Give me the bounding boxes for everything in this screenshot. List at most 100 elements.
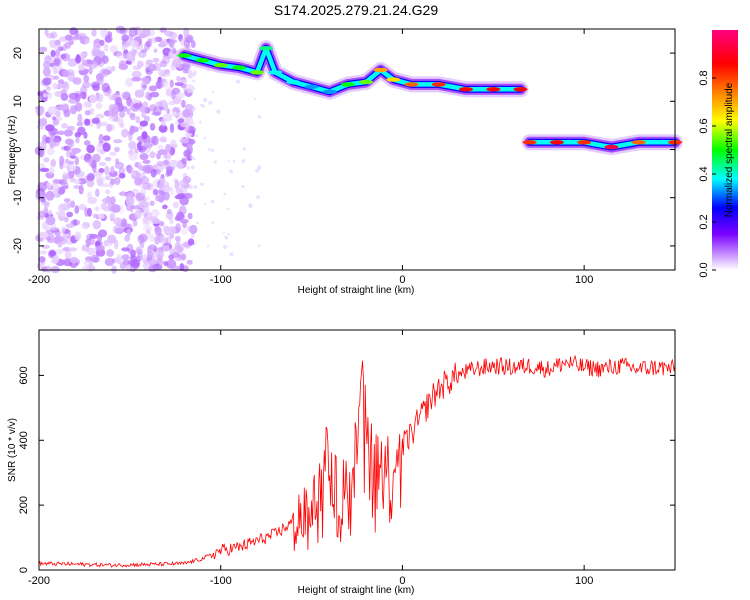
noise-blob [254,97,256,100]
noise-blob [66,144,73,151]
noise-blob [113,51,123,57]
noise-blob [59,155,65,166]
noise-blob [154,235,161,245]
x-tick-label: -100 [210,575,232,587]
noise-blob [74,231,82,241]
noise-blob [179,180,187,188]
noise-blob [177,118,185,124]
noise-blob [78,204,87,211]
noise-blob [171,111,178,116]
noise-blob [50,159,56,168]
noise-blob [46,226,56,232]
noise-blob [144,141,150,148]
noise-blob [69,200,76,208]
noise-blob [61,226,66,233]
x-tick-label: -200 [28,274,50,286]
noise-blob [66,125,75,131]
noise-blob [158,124,168,133]
noise-blob [38,256,46,263]
noise-blob [192,122,195,125]
colorbar-label: Normalized spectral amplitude [724,82,735,217]
noise-blob [54,235,65,243]
noise-blob [62,185,69,190]
noise-blob [257,165,262,170]
noise-blob [92,84,100,92]
noise-blob [49,62,55,67]
noise-blob [37,182,47,192]
noise-blob [126,108,131,115]
noise-blob [174,82,184,87]
noise-blob [83,140,91,146]
noise-blob [84,207,89,218]
noise-blob [149,91,160,98]
y-tick-label: 400 [18,431,30,449]
colorbar-tick-label: 0.4 [698,166,710,181]
noise-blob [79,91,87,99]
noise-blob [140,48,148,53]
y-tick-label: 20 [12,47,24,59]
noise-blob [172,201,179,209]
noise-blob [115,96,122,106]
noise-blob [57,130,66,135]
noise-blob [148,85,158,92]
ridge-point [522,140,537,145]
noise-blob [53,187,58,197]
noise-blob [109,212,116,220]
noise-blob [96,177,104,187]
noise-blob [98,162,107,166]
noise-blob [135,115,141,124]
noise-blob [140,81,147,92]
noise-blob [108,111,113,122]
noise-blob [131,188,139,194]
noise-blob [121,34,129,42]
noise-blob [162,186,172,193]
noise-blob [143,115,150,123]
noise-blob [198,120,202,124]
noise-blob [227,233,230,236]
noise-blob [75,136,80,144]
noise-blob [102,142,111,152]
noise-blob [81,266,92,271]
noise-blob [53,179,64,184]
noise-blob [84,118,91,126]
noise-blob [60,103,70,111]
signal-ridge [176,40,683,156]
noise-blob [74,29,80,36]
noise-blob [164,30,174,37]
x-tick-label: 100 [575,575,593,587]
noise-blob [185,84,195,94]
ridge-point [459,87,473,92]
noise-blob [180,253,187,261]
noise-blob [148,232,155,242]
noise-blob [121,128,129,138]
noise-blob [42,77,52,86]
noise-blob [95,175,106,184]
noise-blob [167,151,172,162]
noise-blob [135,246,141,255]
noise-blob [129,125,135,135]
noise-blob [101,55,109,64]
noise-blob [86,174,91,182]
noise-blob [229,252,234,257]
noise-blob [69,105,77,115]
noise-blob [196,221,199,225]
noise-blob [58,179,68,185]
noise-blob [189,224,198,235]
noise-blob [159,60,168,68]
noise-blob [149,123,156,131]
noise-blob [129,101,135,111]
noise-blob [36,262,43,269]
noise-blob [125,77,134,88]
noise-blob [241,185,245,188]
noise-blob [121,91,130,100]
noise-blob [44,55,52,64]
noise-blob [139,153,149,161]
ridge-point [268,70,283,75]
noise-blob [100,202,108,210]
noise-blob [78,32,87,38]
noise-blob [41,197,46,203]
snr-frame [38,329,676,571]
noise-blob [190,40,196,48]
ridge-point [577,140,592,145]
